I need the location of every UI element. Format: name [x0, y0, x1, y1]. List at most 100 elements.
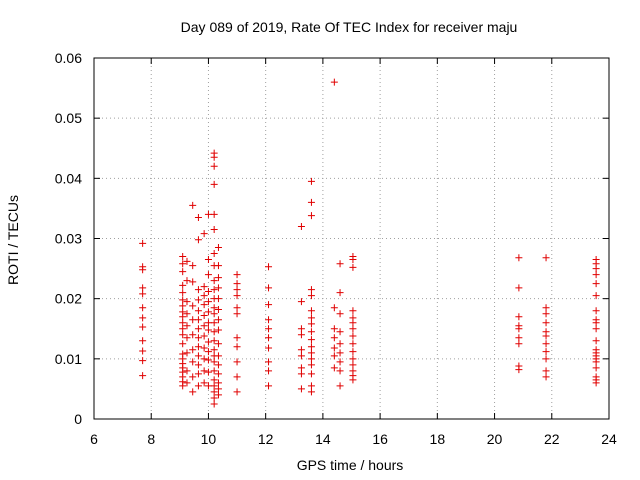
- data-point: [233, 286, 241, 294]
- data-point: [179, 340, 187, 348]
- data-point: [189, 331, 197, 339]
- data-point: [233, 280, 241, 288]
- data-point: [330, 304, 338, 312]
- data-point: [233, 373, 241, 381]
- data-point: [349, 263, 357, 271]
- data-point: [214, 361, 222, 369]
- data-point: [179, 281, 187, 289]
- data-point: [515, 254, 523, 262]
- data-point: [204, 256, 212, 264]
- data-point: [307, 361, 315, 369]
- data-point: [297, 346, 305, 354]
- data-point: [189, 201, 197, 209]
- data-point: [336, 310, 344, 318]
- y-tick-label: 0.05: [55, 110, 82, 126]
- data-point: [204, 326, 212, 334]
- data-point: [183, 277, 191, 285]
- data-point: [349, 340, 357, 348]
- data-point: [330, 352, 338, 360]
- x-axis-label: GPS time / hours: [297, 457, 404, 473]
- data-point: [297, 325, 305, 333]
- data-point: [592, 316, 600, 324]
- data-point: [194, 236, 202, 244]
- data-point: [214, 284, 222, 292]
- data-point: [265, 367, 273, 375]
- y-tick-label: 0.01: [55, 351, 82, 367]
- data-point: [336, 382, 344, 390]
- data-point: [139, 323, 147, 331]
- data-point: [349, 307, 357, 315]
- data-point: [210, 210, 218, 218]
- data-point: [297, 298, 305, 306]
- data-point: [189, 346, 197, 354]
- data-point: [542, 373, 550, 381]
- data-point: [542, 340, 550, 348]
- data-point: [515, 334, 523, 342]
- data-point: [139, 304, 147, 312]
- data-point: [330, 334, 338, 342]
- data-point: [210, 388, 218, 396]
- data-point: [200, 292, 208, 300]
- data-point: [542, 328, 550, 336]
- x-tick-label: 16: [372, 431, 388, 447]
- data-point: [139, 314, 147, 322]
- data-point: [210, 367, 218, 375]
- data-point: [214, 385, 222, 393]
- data-point: [307, 314, 315, 322]
- data-point: [214, 340, 222, 348]
- grid-lines: [94, 58, 609, 419]
- x-tick-label: 10: [201, 431, 217, 447]
- data-point: [210, 162, 218, 170]
- data-point: [194, 370, 202, 378]
- data-point: [297, 222, 305, 230]
- data-point: [349, 253, 357, 261]
- data-point: [189, 302, 197, 310]
- data-point: [183, 310, 191, 318]
- data-point: [542, 355, 550, 363]
- y-tick-label: 0.02: [55, 291, 82, 307]
- data-point: [189, 388, 197, 396]
- data-point: [307, 388, 315, 396]
- data-point: [265, 334, 273, 342]
- data-point: [194, 334, 202, 342]
- data-point: [194, 307, 202, 315]
- data-point: [336, 367, 344, 375]
- data-point: [183, 322, 191, 330]
- data-point: [214, 326, 222, 334]
- data-point: [183, 257, 191, 265]
- data-point: [307, 198, 315, 206]
- data-point: [330, 78, 338, 86]
- data-point: [200, 230, 208, 238]
- data-point: [330, 344, 338, 352]
- data-point: [542, 319, 550, 327]
- data-point: [307, 336, 315, 344]
- x-tick-label: 8: [147, 431, 155, 447]
- data-point: [204, 356, 212, 364]
- data-point: [194, 316, 202, 324]
- x-tick-label: 24: [601, 431, 617, 447]
- data-point: [265, 301, 273, 309]
- data-point: [189, 358, 197, 366]
- data-point: [194, 325, 202, 333]
- data-point: [336, 358, 344, 366]
- data-point: [592, 325, 600, 333]
- data-point: [183, 379, 191, 387]
- data-point: [349, 325, 357, 333]
- x-tick-label: 20: [487, 431, 503, 447]
- data-point: [179, 260, 187, 268]
- data-point: [349, 355, 357, 363]
- data-point: [214, 274, 222, 282]
- data-point: [307, 286, 315, 294]
- data-point: [183, 298, 191, 306]
- data-point: [265, 325, 273, 333]
- data-point: [189, 278, 197, 286]
- data-point: [592, 337, 600, 345]
- data-point: [200, 344, 208, 352]
- data-point: [349, 314, 357, 322]
- data-point: [336, 260, 344, 268]
- data-point: [210, 328, 218, 336]
- data-point: [307, 307, 315, 315]
- y-axis-label: ROTI / TECUs: [5, 195, 21, 285]
- data-point: [210, 310, 218, 318]
